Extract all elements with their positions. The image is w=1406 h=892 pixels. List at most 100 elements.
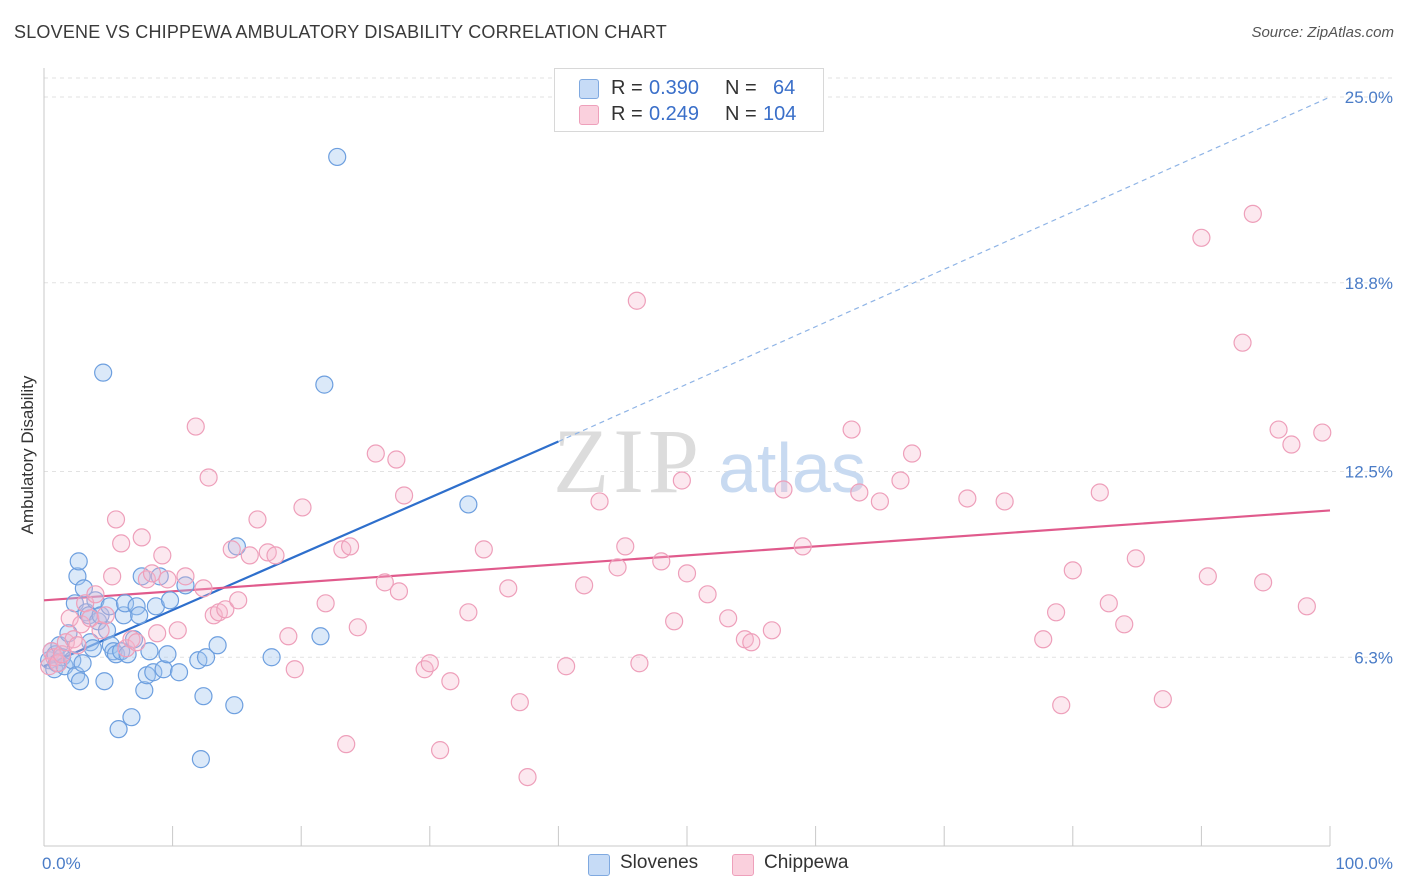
point-chippewa (474, 540, 493, 559)
point-slovenes (132, 567, 151, 586)
point-slovenes (311, 627, 330, 646)
point-chippewa (518, 767, 537, 787)
point-slovenes (83, 639, 102, 658)
y-tick-label: 12.5% (1345, 463, 1393, 482)
point-chippewa (216, 600, 235, 619)
point-slovenes (74, 579, 93, 598)
point-chippewa (430, 741, 450, 760)
point-chippewa (204, 606, 223, 625)
trend-lines (43, 96, 1331, 668)
point-chippewa (49, 654, 68, 673)
legend-r-value-chippewa: 0.249 (649, 103, 700, 125)
point-chippewa (132, 528, 151, 547)
point-chippewa (1269, 420, 1288, 439)
chart-title: SLOVENE VS CHIPPEWA AMBULATORY DISABILIT… (14, 22, 667, 42)
point-chippewa (891, 471, 910, 490)
legend-swatch-slovenes (579, 79, 599, 99)
chart-source: Source: ZipAtlas.com (1251, 24, 1394, 41)
point-chippewa (127, 633, 146, 652)
point-chippewa (1153, 690, 1172, 709)
x-tick-label-min: 0.0% (42, 854, 81, 873)
point-slovenes (169, 663, 189, 682)
data-points (40, 147, 1332, 787)
point-chippewa (337, 735, 356, 754)
point-chippewa (420, 654, 439, 673)
point-chippewa (616, 537, 635, 556)
point-chippewa (142, 564, 162, 583)
point-chippewa (793, 537, 812, 556)
point-chippewa (394, 486, 414, 505)
point-slovenes (459, 495, 478, 514)
point-chippewa (148, 624, 167, 643)
point-slovenes (315, 375, 334, 394)
point-chippewa (575, 576, 594, 595)
y-tick-label: 25.0% (1345, 88, 1393, 107)
watermark-zip: ZIP (553, 410, 703, 512)
point-chippewa (415, 660, 434, 679)
point-chippewa (995, 492, 1014, 511)
point-chippewa (842, 420, 861, 439)
point-chippewa (441, 672, 460, 691)
bottom-legend-label-chippewa: Chippewa (764, 852, 849, 873)
point-chippewa (60, 609, 79, 628)
point-chippewa (499, 579, 518, 598)
trend-line-slovenes-extrapolated (558, 96, 1331, 443)
point-slovenes (130, 606, 149, 625)
point-slovenes (122, 708, 141, 727)
point-slovenes (191, 750, 210, 769)
point-chippewa (672, 471, 691, 490)
point-chippewa (106, 510, 126, 529)
point-chippewa (153, 546, 172, 565)
point-chippewa (1126, 549, 1145, 568)
legend-r-value-slovenes: 0.390 (649, 77, 700, 99)
legend-r-label: R = (611, 103, 643, 125)
point-chippewa (677, 564, 697, 583)
y-tick-label: 6.3% (1354, 648, 1393, 667)
stats-legend: R = 0.390 N = 64 R = 0.249 N = 104 (554, 68, 824, 132)
point-slovenes (69, 552, 88, 571)
point-chippewa (1313, 423, 1332, 442)
point-chippewa (248, 510, 267, 529)
point-chippewa (557, 657, 576, 676)
point-chippewa (222, 540, 241, 559)
legend-n-label: N = (725, 77, 757, 99)
point-slovenes (94, 363, 113, 382)
trend-line-chippewa (43, 509, 1331, 602)
point-chippewa (176, 567, 195, 586)
point-chippewa (86, 585, 105, 604)
point-chippewa (630, 654, 649, 673)
point-chippewa (103, 567, 122, 586)
point-chippewa (194, 579, 213, 598)
gridlines (44, 77, 1392, 658)
point-chippewa (1282, 435, 1301, 454)
point-chippewa (340, 537, 360, 556)
point-chippewa (1198, 567, 1217, 586)
point-slovenes (194, 687, 213, 706)
point-chippewa (1099, 594, 1118, 613)
point-chippewa (81, 609, 100, 628)
watermark: ZIP atlas (553, 410, 866, 512)
point-chippewa (285, 660, 304, 679)
point-slovenes (97, 621, 117, 640)
x-tick-label-max: 100.0% (1335, 854, 1393, 873)
point-slovenes (154, 660, 173, 679)
point-chippewa (137, 570, 156, 589)
point-chippewa (958, 489, 977, 508)
point-slovenes (208, 636, 227, 655)
point-slovenes (115, 594, 135, 613)
point-chippewa (870, 492, 890, 511)
point-chippewa (762, 621, 781, 640)
point-chippewa (742, 633, 761, 652)
point-chippewa (266, 546, 285, 565)
legend-n-value-slovenes: 64 (773, 77, 796, 99)
point-chippewa (52, 645, 72, 664)
point-slovenes (328, 147, 347, 167)
watermark-atlas: atlas (718, 429, 866, 507)
point-chippewa (608, 558, 627, 577)
point-chippewa (1254, 573, 1273, 592)
bottom-legend-label-slovenes: Slovenes (620, 852, 699, 873)
point-chippewa (774, 480, 793, 499)
point-slovenes (109, 720, 128, 739)
point-chippewa (590, 492, 609, 511)
